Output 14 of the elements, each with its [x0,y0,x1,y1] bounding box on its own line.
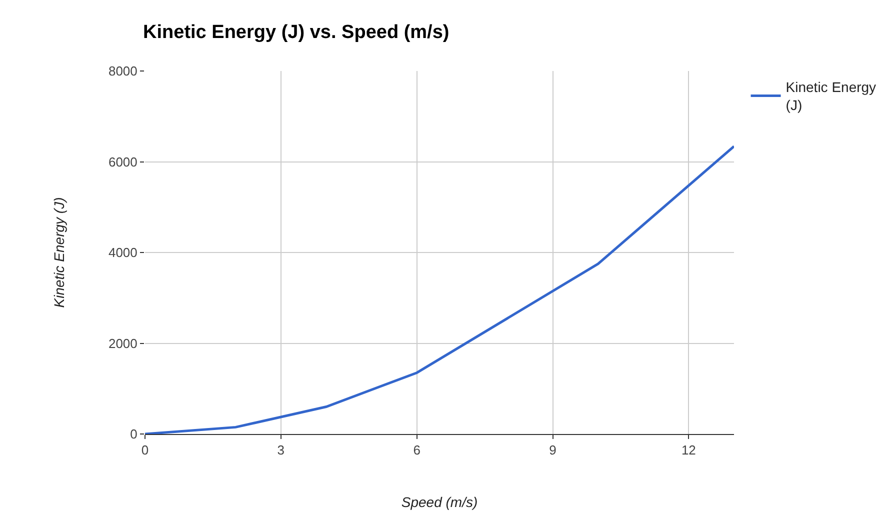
x-tick-label: 0 [141,442,149,458]
y-tick-label: 6000 [108,154,138,170]
y-tick-label: 4000 [108,245,138,260]
legend-label: Kinetic Energy (J) [786,79,876,114]
x-tick-label: 3 [277,442,285,458]
chart-title: Kinetic Energy (J) vs. Speed (m/s) [143,22,450,43]
y-axis-title: Kinetic Energy (J) [51,197,68,308]
x-tick-label: 9 [549,442,556,458]
x-tick-label: 12 [681,442,696,458]
y-tick-label: 2000 [108,336,138,351]
x-axis-title: Speed (m/s) [401,494,478,510]
y-tick-label: 8000 [108,64,138,79]
y-tick-label: 0 [130,426,138,442]
x-tick-label: 6 [413,442,420,458]
